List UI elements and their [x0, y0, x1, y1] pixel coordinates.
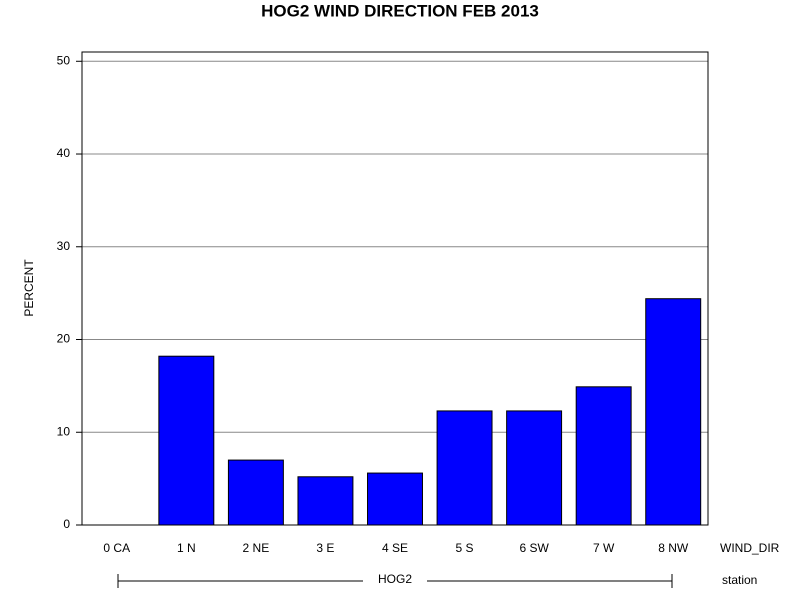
bar — [645, 298, 702, 526]
bar — [436, 410, 493, 526]
bar — [227, 459, 284, 526]
x-tick-label: 1 N — [177, 541, 196, 555]
x-tick-label: 3 E — [316, 541, 334, 555]
x-tick-label: 0 CA — [103, 541, 130, 555]
chart-title: HOG2 WIND DIRECTION FEB 2013 — [261, 1, 539, 20]
y-tick-label: 10 — [57, 424, 71, 438]
x-tick-label: 5 S — [456, 541, 474, 555]
bar — [575, 386, 632, 526]
bar — [158, 355, 215, 526]
bar — [297, 476, 354, 526]
y-tick-label: 40 — [57, 146, 71, 160]
group-label: HOG2 — [378, 572, 412, 586]
x-tick-label: 4 SE — [382, 541, 408, 555]
x-tick-label: 7 W — [593, 541, 615, 555]
y-tick-label: 30 — [57, 239, 71, 253]
x-tick-label: 8 NW — [658, 541, 689, 555]
y-axis-label: PERCENT — [22, 259, 36, 317]
x-tick-label: 6 SW — [519, 541, 549, 555]
y-tick-label: 50 — [57, 53, 71, 67]
bar — [506, 410, 563, 526]
plot-frame — [81, 51, 709, 526]
bar — [367, 472, 423, 526]
group-axis-title: station — [722, 573, 757, 587]
x-tick-label: 2 NE — [243, 541, 270, 555]
y-tick-label: 0 — [63, 517, 70, 531]
x-axis-label: WIND_DIR — [720, 541, 780, 555]
y-tick-label: 20 — [57, 332, 71, 346]
